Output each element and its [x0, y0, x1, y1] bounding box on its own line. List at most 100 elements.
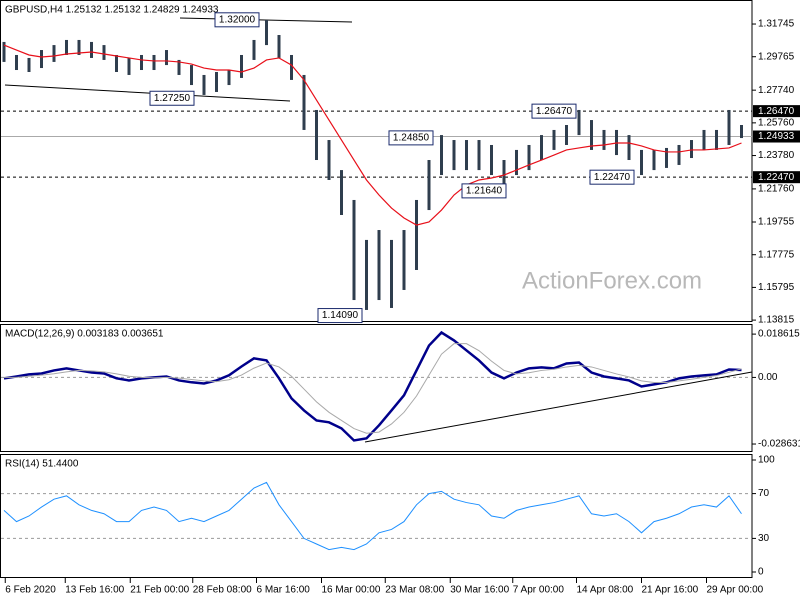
annotation-box — [531, 103, 577, 119]
pane-frame — [0, 324, 753, 452]
pane-frame — [0, 454, 753, 578]
price-bar — [2, 41, 6, 62]
price-bar — [427, 160, 431, 211]
y-tick-label: 1.21760 — [758, 184, 795, 195]
price-bar — [265, 19, 268, 46]
price-bar — [90, 41, 93, 58]
x-tick-label: 28 Feb 08:00 — [193, 585, 252, 596]
x-tick-label: 23 Mar 08:00 — [385, 585, 444, 596]
pane-title: RSI(14) 51.4400 — [5, 459, 79, 470]
y-tick-label: 1.23780 — [758, 150, 795, 161]
price-bar — [640, 149, 643, 176]
price-bar — [452, 140, 456, 171]
annotation-label: 1.22470 — [594, 172, 631, 183]
price-bar — [102, 45, 106, 60]
price-bar — [227, 70, 231, 86]
price-bar — [390, 239, 393, 308]
price-bar — [77, 39, 81, 55]
price-bar — [27, 57, 31, 72]
annotation-box — [149, 90, 195, 106]
price-bar — [540, 135, 543, 161]
y-tick-label: 1.25760 — [758, 117, 795, 128]
y-tick-label: 1.15795 — [758, 282, 795, 293]
price-bar — [415, 199, 418, 270]
trendline — [4, 84, 291, 102]
price-bar — [740, 125, 743, 139]
x-tick-label: 13 Feb 16:00 — [65, 585, 124, 596]
y-tick-label: 100 — [758, 455, 775, 466]
level-label: 1.24933 — [758, 131, 795, 142]
price-bar — [65, 39, 68, 55]
price-bar — [402, 230, 406, 290]
x-tick-label: 6 Mar 16:00 — [257, 585, 311, 596]
x-tick-label: 30 Mar 16:00 — [450, 585, 509, 596]
pane-title: MACD(12,26,9) 0.003183 0.003651 — [5, 329, 164, 340]
y-tick-label: 1.29765 — [758, 51, 795, 62]
x-tick-label: 6 Feb 2020 — [5, 585, 56, 596]
y-tick-label: 0 — [758, 567, 764, 578]
price-bar — [52, 45, 56, 62]
annotation-box — [461, 183, 507, 199]
annotation-label: 1.14090 — [322, 310, 359, 321]
price-bar — [490, 144, 493, 176]
price-bar — [565, 125, 568, 145]
y-tick-label: 1.19755 — [758, 217, 795, 228]
price-bar — [215, 71, 218, 92]
price-bar — [152, 54, 156, 71]
y-tick-label: 30 — [758, 533, 770, 544]
level-box — [753, 130, 800, 143]
watermark: ActionForex.com — [522, 267, 702, 294]
price-bar — [715, 129, 718, 150]
price-bar — [15, 54, 18, 71]
y-tick-label: 1.27740 — [758, 85, 795, 96]
price-bar — [327, 140, 331, 180]
price-bar — [302, 74, 306, 130]
x-tick-label: 29 Apr 00:00 — [707, 585, 764, 596]
x-tick-label: 16 Mar 00:00 — [322, 585, 381, 596]
series-line — [4, 343, 742, 434]
level-box — [753, 105, 800, 118]
annotation-box — [214, 12, 260, 28]
price-bar — [702, 129, 706, 150]
price-bar — [627, 135, 631, 161]
trendline — [364, 371, 753, 443]
price-bar — [440, 135, 443, 176]
y-tick-label: -0.028631 — [758, 439, 800, 450]
price-bar — [602, 129, 606, 150]
y-tick-label: 70 — [758, 488, 770, 499]
x-tick-label: 14 Apr 08:00 — [577, 585, 634, 596]
price-bar — [577, 109, 581, 136]
annotation-box — [589, 169, 635, 185]
y-tick-label: 1.31745 — [758, 19, 795, 30]
price-bar — [140, 54, 143, 71]
annotation-label: 1.32000 — [219, 14, 256, 25]
annotation-box — [388, 130, 434, 146]
price-bar — [515, 149, 518, 176]
x-tick-label: 7 Apr 00:00 — [513, 585, 565, 596]
y-tick-label: 0.00 — [758, 372, 778, 383]
price-bar — [127, 57, 131, 75]
price-bar — [40, 50, 43, 69]
price-bar — [165, 50, 168, 66]
price-bar — [590, 120, 593, 150]
price-bar — [377, 230, 381, 301]
price-bar — [277, 35, 281, 58]
price-bar — [477, 140, 481, 171]
annotation-label: 1.21640 — [466, 186, 503, 197]
annotation-label: 1.27250 — [154, 93, 191, 104]
price-bar — [552, 129, 556, 150]
price-bar — [115, 54, 118, 72]
level-label: 1.22470 — [758, 172, 795, 183]
price-bar — [340, 170, 343, 215]
price-bar — [365, 239, 368, 310]
price-bar — [202, 74, 206, 95]
price-bar — [727, 109, 731, 145]
y-tick-label: 0.018615 — [758, 329, 800, 340]
price-bar — [315, 109, 318, 161]
price-bar — [252, 39, 256, 60]
price-bar — [290, 54, 293, 80]
level-label: 1.26470 — [758, 106, 795, 117]
pane-title: GBPUSD,H4 1.25132 1.25132 1.24829 1.2493… — [5, 5, 219, 16]
